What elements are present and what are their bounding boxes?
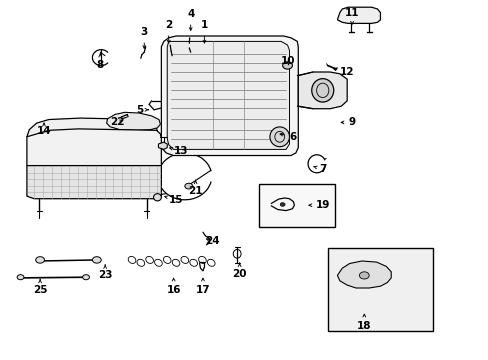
Text: 1: 1 — [201, 20, 207, 43]
Text: 7: 7 — [313, 164, 326, 174]
Circle shape — [359, 272, 368, 279]
Text: 23: 23 — [98, 265, 112, 280]
Text: 24: 24 — [205, 236, 220, 246]
Text: 19: 19 — [308, 200, 329, 210]
Text: 21: 21 — [188, 180, 203, 196]
Ellipse shape — [311, 79, 333, 102]
Text: 16: 16 — [166, 278, 181, 295]
Text: 6: 6 — [280, 132, 296, 142]
Text: 11: 11 — [344, 8, 359, 24]
Polygon shape — [27, 129, 161, 168]
Text: 3: 3 — [141, 27, 147, 48]
Circle shape — [280, 203, 285, 206]
Circle shape — [36, 257, 44, 263]
Bar — [327, 248, 432, 331]
Ellipse shape — [269, 127, 289, 147]
Text: 8: 8 — [97, 54, 103, 70]
Polygon shape — [167, 41, 289, 149]
Text: 10: 10 — [281, 56, 295, 66]
Text: 18: 18 — [356, 314, 371, 331]
Polygon shape — [27, 166, 161, 199]
Text: 5: 5 — [136, 105, 148, 115]
Circle shape — [17, 275, 24, 280]
Polygon shape — [337, 261, 390, 288]
Text: 22: 22 — [110, 117, 124, 127]
Bar — [259, 184, 334, 227]
Text: 12: 12 — [333, 67, 354, 77]
Text: 14: 14 — [37, 123, 51, 136]
Text: 20: 20 — [232, 263, 246, 279]
Text: 17: 17 — [195, 278, 210, 295]
Ellipse shape — [153, 194, 161, 201]
Polygon shape — [27, 118, 157, 140]
Text: 4: 4 — [186, 9, 194, 30]
Polygon shape — [106, 112, 160, 130]
Polygon shape — [298, 72, 346, 109]
Text: 13: 13 — [169, 146, 188, 156]
Circle shape — [82, 275, 89, 280]
Circle shape — [92, 257, 101, 263]
Circle shape — [282, 62, 292, 69]
Polygon shape — [158, 142, 167, 149]
Text: 9: 9 — [341, 117, 355, 127]
Text: 15: 15 — [164, 195, 183, 205]
Text: 25: 25 — [33, 279, 47, 295]
Text: 2: 2 — [165, 20, 172, 43]
Polygon shape — [161, 36, 298, 156]
Circle shape — [184, 183, 192, 189]
Polygon shape — [337, 7, 380, 23]
